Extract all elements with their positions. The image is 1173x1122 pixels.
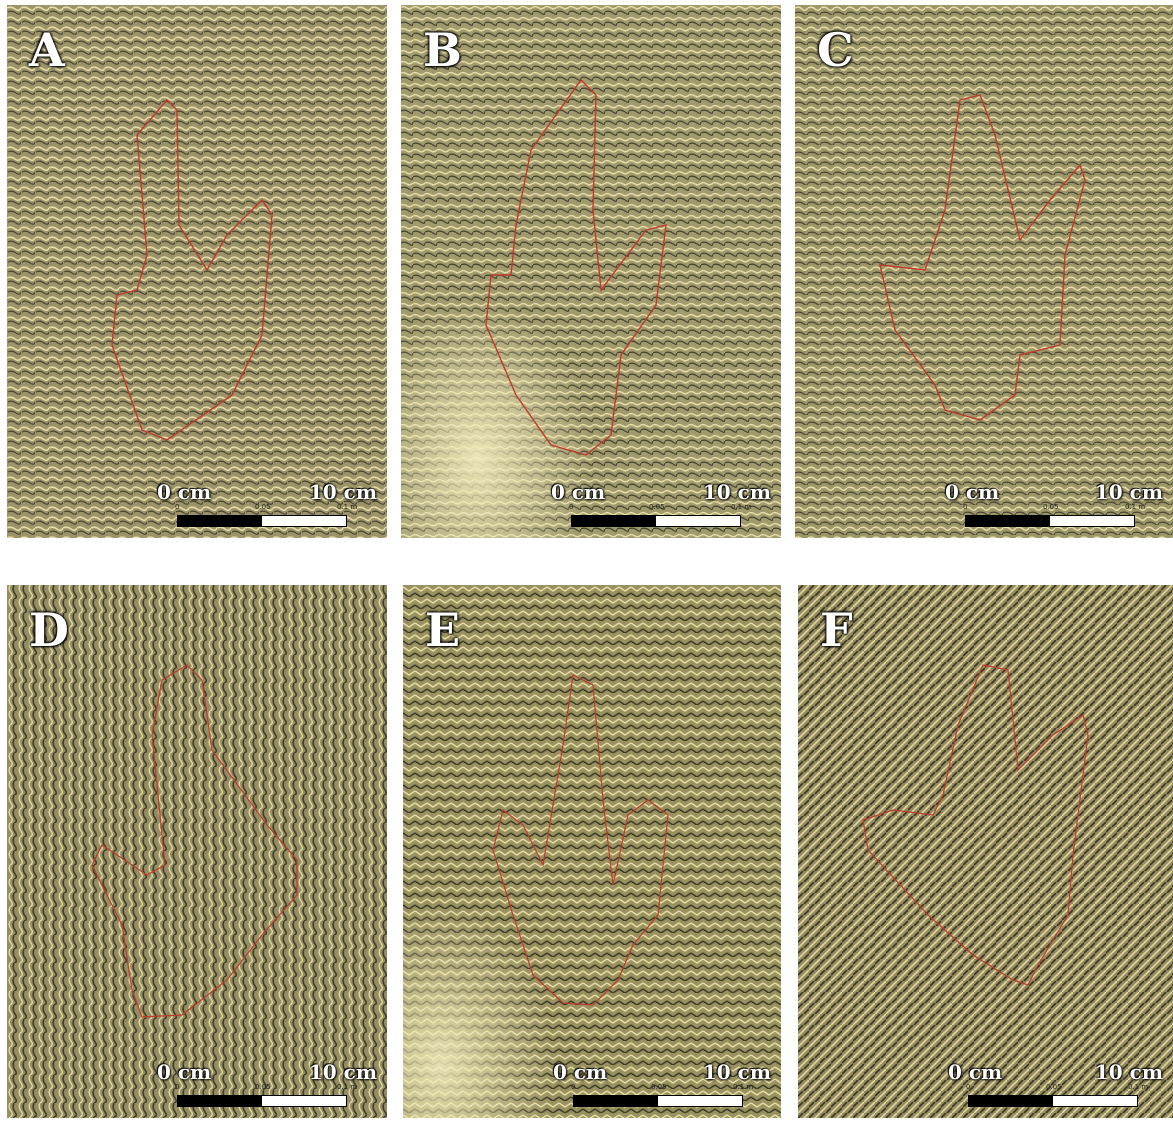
footprint-image-a	[7, 5, 387, 538]
scale-tick-end: 0.1 m	[1128, 1083, 1149, 1091]
scale-tick-start: 0	[175, 503, 180, 511]
scale-bar	[571, 515, 741, 527]
footprint-outline-d	[91, 664, 298, 1018]
footprint-outline-a	[111, 98, 273, 441]
panel-b: B 0 cm 10 cm 0 0.05 0.1 m	[401, 5, 781, 538]
scale-bar	[968, 1095, 1138, 1107]
scale-tick-end: 0.1 m	[733, 1083, 754, 1091]
panel-c: C 0 cm 10 cm 0 0.05 0.1 m	[795, 5, 1173, 538]
scale-start-label: 0 cm	[945, 480, 1000, 504]
panel-e: E 0 cm 10 cm 0 0.05 0.1 m	[403, 585, 781, 1118]
scale-end-label: 10 cm	[702, 1060, 771, 1084]
scale-tick-start: 0	[175, 1083, 180, 1091]
scale-end-label: 10 cm	[1094, 1060, 1163, 1084]
footprint-outline-c	[879, 94, 1086, 421]
scale-tick-end: 0.1 m	[1125, 503, 1146, 511]
scale-bar	[573, 1095, 743, 1107]
panel-label: B	[423, 23, 462, 77]
panel-label: A	[29, 23, 65, 77]
footprint-image-f	[798, 585, 1173, 1118]
panel-a: A 0 cm 10 cm 0 0.05 0.1 m	[7, 5, 387, 538]
footprint-image-c	[795, 5, 1173, 538]
scale-tick-mid: 0.05	[255, 503, 271, 511]
scale-bar	[177, 515, 347, 527]
footprint-image-e	[403, 585, 781, 1118]
scale-start-label: 0 cm	[157, 1060, 212, 1084]
scale-tick-mid: 0.05	[1043, 503, 1059, 511]
scale-end-label: 10 cm	[308, 480, 377, 504]
panel-label: D	[29, 603, 69, 657]
scale-start-label: 0 cm	[553, 1060, 608, 1084]
scale-tick-start: 0	[963, 503, 968, 511]
scale-tick-mid: 0.05	[651, 1083, 667, 1091]
scale-end-label: 10 cm	[308, 1060, 377, 1084]
scale-end-label: 10 cm	[702, 480, 771, 504]
scale-tick-end: 0.1 m	[337, 1083, 358, 1091]
scale-tick-mid: 0.05	[649, 503, 665, 511]
scale-tick-start: 0	[569, 503, 574, 511]
scale-bar	[177, 1095, 347, 1107]
scale-tick-mid: 0.05	[1046, 1083, 1062, 1091]
scale-bar	[965, 515, 1135, 527]
footprint-outline-f	[862, 664, 1089, 986]
panel-f: F 0 cm 10 cm 0 0.05 0.1 m	[798, 585, 1173, 1118]
panel-label: F	[820, 603, 853, 657]
scale-end-label: 10 cm	[1094, 480, 1163, 504]
scale-start-label: 0 cm	[948, 1060, 1003, 1084]
scale-tick-end: 0.1 m	[337, 503, 358, 511]
scale-tick-end: 0.1 m	[731, 503, 752, 511]
scale-tick-mid: 0.05	[255, 1083, 271, 1091]
panel-d: D 0 cm 10 cm 0 0.05 0.1 m	[7, 585, 387, 1118]
scale-start-label: 0 cm	[157, 480, 212, 504]
footprint-image-d	[7, 585, 387, 1118]
panel-label: E	[425, 603, 461, 657]
panel-label: C	[817, 23, 854, 77]
scale-tick-start: 0	[571, 1083, 576, 1091]
scale-tick-start: 0	[966, 1083, 971, 1091]
footprint-image-b	[401, 5, 781, 538]
scale-start-label: 0 cm	[551, 480, 606, 504]
footprint-outline-e	[492, 674, 669, 1006]
